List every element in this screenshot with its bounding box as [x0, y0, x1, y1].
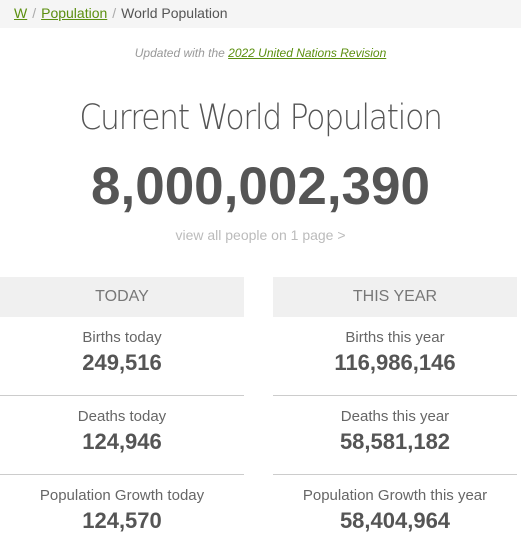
- stat-value: 116,986,146: [334, 350, 456, 375]
- stat-row: Population Growth this year 58,404,964: [273, 475, 517, 554]
- stat-value: 249,516: [82, 350, 162, 375]
- stat-label: Deaths today: [77, 408, 167, 425]
- stat-row: Deaths this year 58,581,182: [273, 396, 517, 475]
- column-header: THIS YEAR: [273, 277, 517, 317]
- stat-row: Population Growth today 124,570: [0, 475, 244, 554]
- page-title: Current World Population: [79, 98, 443, 138]
- breadcrumb-link[interactable]: Population: [41, 5, 108, 21]
- stats-column: TODAY Births today 249,516 Deaths today 124,…: [0, 277, 244, 554]
- stat-row: Deaths today 124,946: [0, 396, 244, 475]
- stat-value: 124,570: [82, 508, 162, 533]
- stat-label: Population Growth this year: [302, 487, 488, 504]
- column-header: TODAY: [0, 277, 244, 317]
- breadcrumb-separator: /: [32, 5, 37, 21]
- updated-note: Updated with the 2022 United Nations Rev…: [0, 46, 521, 60]
- stat-row: Births this year 116,986,146: [273, 317, 517, 396]
- stat-label: Population Growth today: [39, 487, 205, 504]
- breadcrumb: W / Population / World Population: [0, 0, 521, 28]
- stat-label: Births this year: [345, 329, 445, 346]
- stat-value: 58,404,964: [339, 508, 451, 533]
- stat-row: Births today 249,516: [0, 317, 244, 396]
- breadcrumb-link[interactable]: W: [14, 5, 28, 21]
- breadcrumb-separator: /: [112, 5, 117, 21]
- breadcrumb-current: World Population: [121, 5, 228, 21]
- stat-value: 124,946: [82, 429, 162, 454]
- stat-label: Births today: [82, 329, 162, 346]
- stat-value: 58,581,182: [339, 429, 451, 454]
- view-all-link[interactable]: view all people on 1 page >: [175, 227, 346, 243]
- stat-label: Deaths this year: [340, 408, 450, 425]
- updated-prefix: Updated with the: [134, 46, 225, 60]
- stats-column: THIS YEAR Births this year 116,986,146 Deat…: [273, 277, 517, 554]
- population-counter: 8,000,002,390: [91, 157, 430, 216]
- updated-link[interactable]: 2022 United Nations Revision: [228, 46, 387, 60]
